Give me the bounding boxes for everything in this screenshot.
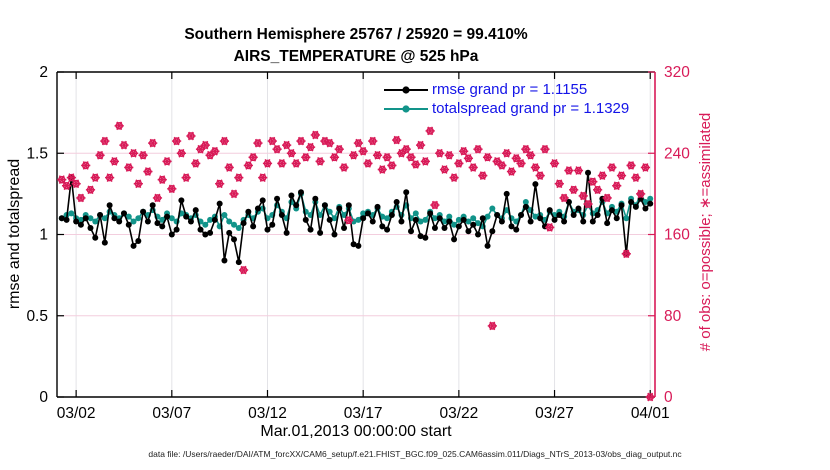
- data-file-path: data file: /Users/raeder/DAI/ATM_forcXX/…: [148, 449, 682, 459]
- svg-text:03/22: 03/22: [439, 405, 478, 422]
- svg-text:0: 0: [664, 389, 673, 406]
- svg-text:320: 320: [664, 64, 690, 81]
- legend-label-rmse: rmse grand pr = 1.1155: [432, 81, 588, 98]
- svg-text:0.5: 0.5: [26, 308, 48, 325]
- svg-text:240: 240: [664, 145, 690, 162]
- svg-text:2: 2: [39, 64, 48, 81]
- figure-title: Southern Hemisphere 25767 / 25920 = 99.4…: [184, 26, 528, 43]
- svg-text:03/02: 03/02: [57, 405, 96, 422]
- x-axis-label: Mar.01,2013 00:00:00 start: [260, 423, 452, 440]
- svg-text:80: 80: [664, 308, 682, 325]
- legend-item-rmse: rmse grand pr = 1.1155: [383, 80, 629, 99]
- y-axis-label-left: rmse and totalspread: [6, 158, 23, 310]
- svg-text:03/27: 03/27: [535, 405, 574, 422]
- svg-text:03/12: 03/12: [248, 405, 287, 422]
- legend: rmse grand pr = 1.1155 totalspread grand…: [383, 80, 629, 118]
- y-axis-label-right: # of obs: o=possible; ∗=assimilated: [697, 112, 714, 352]
- figure-subtitle: AIRS_TEMPERATURE @ 525 hPa: [233, 48, 479, 65]
- svg-text:1: 1: [39, 227, 48, 244]
- svg-text:1.5: 1.5: [26, 145, 48, 162]
- svg-text:0: 0: [39, 389, 48, 406]
- legend-label-totalspread: totalspread grand pr = 1.1329: [432, 100, 630, 117]
- legend-marker-rmse-icon: [384, 85, 428, 94]
- svg-text:04/01: 04/01: [631, 405, 670, 422]
- svg-text:03/17: 03/17: [344, 405, 383, 422]
- legend-marker-totalspread-icon: [384, 104, 428, 113]
- svg-text:03/07: 03/07: [152, 405, 191, 422]
- svg-text:160: 160: [664, 227, 690, 244]
- legend-item-totalspread: totalspread grand pr = 1.1329: [383, 99, 629, 118]
